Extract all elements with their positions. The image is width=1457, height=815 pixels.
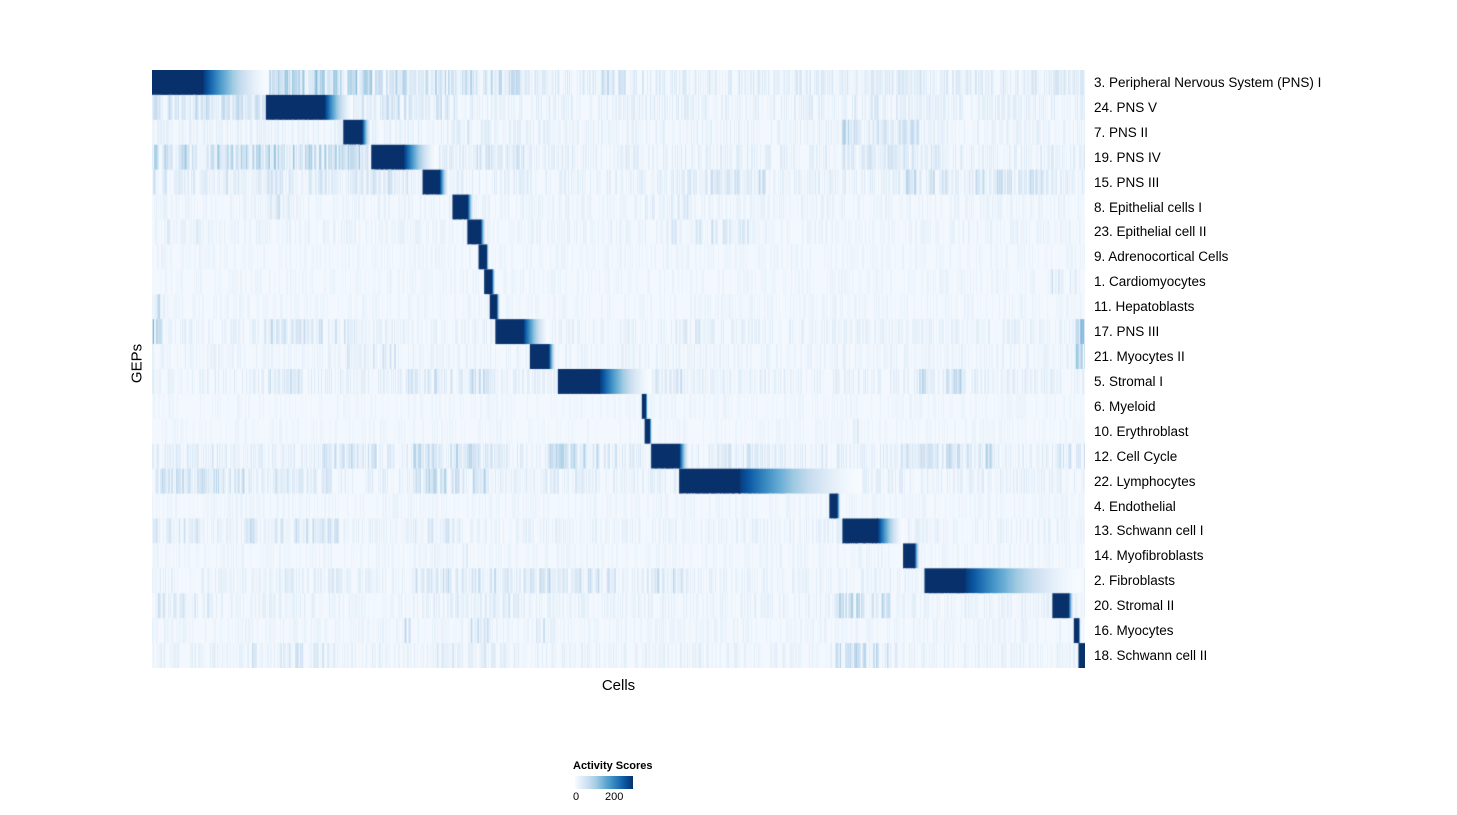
colorbar-legend: Activity Scores 0 200 xyxy=(573,760,693,805)
row-label: 8. Epithelial cells I xyxy=(1094,199,1203,215)
row-label: 5. Stromal I xyxy=(1094,373,1164,389)
row-label: 15. PNS III xyxy=(1094,174,1160,190)
row-label: 17. PNS III xyxy=(1094,324,1160,340)
y-axis-label: GEPs xyxy=(128,343,146,384)
row-label: 20. Stromal II xyxy=(1094,598,1175,614)
row-label: 23. Epithelial cell II xyxy=(1094,224,1207,240)
row-label: 21. Myocytes II xyxy=(1094,349,1185,365)
row-label: 1. Cardiomyocytes xyxy=(1094,274,1206,290)
row-label: 9. Adrenocortical Cells xyxy=(1094,249,1229,265)
row-label: 7. PNS II xyxy=(1094,124,1149,140)
heatmap-canvas xyxy=(152,70,1085,668)
row-label: 18. Schwann cell II xyxy=(1094,648,1208,664)
legend-gradient-bar xyxy=(575,776,633,789)
row-label: 3. Peripheral Nervous System (PNS) I xyxy=(1094,74,1322,90)
row-label: 22. Lymphocytes xyxy=(1094,473,1196,489)
legend-ticks: 0 200 xyxy=(573,791,643,805)
row-label: 10. Erythroblast xyxy=(1094,423,1189,439)
row-label: 13. Schwann cell I xyxy=(1094,523,1204,539)
x-axis-label: Cells xyxy=(601,677,636,694)
row-label: 14. Myofibroblasts xyxy=(1094,548,1204,564)
row-label: 12. Cell Cycle xyxy=(1094,448,1178,464)
row-label: 11. Hepatoblasts xyxy=(1094,299,1195,315)
row-label: 4. Endothelial xyxy=(1094,498,1176,514)
row-label: 24. PNS V xyxy=(1094,99,1158,115)
legend-tick-max: 200 xyxy=(605,791,624,803)
row-label: 16. Myocytes xyxy=(1094,623,1174,639)
legend-title: Activity Scores xyxy=(573,760,653,772)
row-labels: 3. Peripheral Nervous System (PNS) I 24. … xyxy=(1094,70,1454,668)
row-label: 6. Myeloid xyxy=(1094,398,1156,414)
legend-tick-min: 0 xyxy=(573,791,580,803)
row-label: 19. PNS IV xyxy=(1094,149,1161,165)
row-label: 2. Fibroblasts xyxy=(1094,573,1176,589)
